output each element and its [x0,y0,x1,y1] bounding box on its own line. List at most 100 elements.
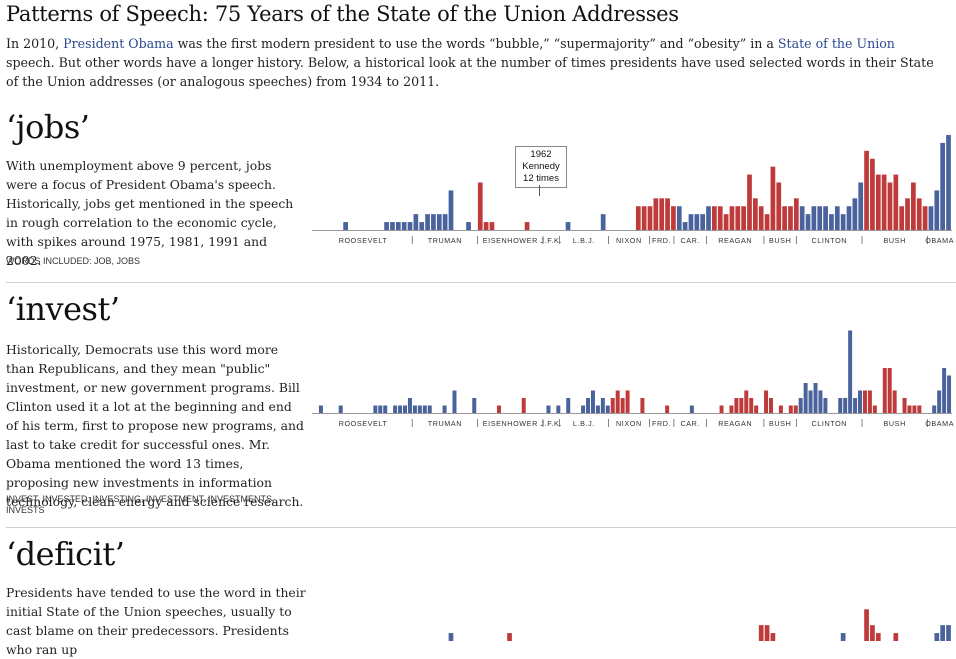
bar-invest-108[interactable] [848,330,853,414]
bar-invest-102[interactable] [818,390,823,414]
bar-invest-82[interactable] [719,405,724,414]
bar-jobs-100[interactable] [899,206,905,230]
bar-invest-63[interactable] [625,390,630,414]
bar-jobs-98[interactable] [887,182,893,231]
bar-jobs-69[interactable] [717,206,723,230]
bar-jobs-75[interactable] [752,198,758,230]
bar-jobs-77[interactable] [764,214,770,230]
bar-jobs-5[interactable] [343,222,348,230]
bar-jobs-21[interactable] [436,214,442,230]
bar-jobs-19[interactable] [425,214,430,230]
bar-deficit-94[interactable] [864,609,869,641]
bar-invest-87[interactable] [744,390,749,414]
bar-jobs-82[interactable] [793,198,799,230]
bar-jobs-59[interactable] [659,198,665,230]
bar-invest-54[interactable] [581,405,586,414]
bar-invest-127[interactable] [942,368,947,413]
bar-deficit-106[interactable] [934,633,940,641]
bar-invest-55[interactable] [586,398,591,413]
bar-invest-109[interactable] [853,398,858,413]
bar-jobs-85[interactable] [811,206,817,230]
bar-jobs-73[interactable] [741,206,746,230]
bar-jobs-108[interactable] [946,135,951,230]
bar-jobs-60[interactable] [665,198,670,230]
bar-jobs-81[interactable] [788,206,793,230]
bar-invest-20[interactable] [412,405,417,414]
bar-jobs-89[interactable] [834,206,840,230]
bar-invest-92[interactable] [769,398,773,413]
bar-invest-120[interactable] [907,405,912,414]
bar-invest-5[interactable] [338,405,343,414]
bar-invest-56[interactable] [590,390,595,414]
bar-invest-28[interactable] [452,390,457,414]
bar-jobs-107[interactable] [940,142,946,230]
bar-jobs-95[interactable] [870,158,875,230]
bar-jobs-30[interactable] [489,222,495,230]
bar-invest-126[interactable] [937,390,942,414]
bar-jobs-93[interactable] [858,182,864,231]
bar-invest-57[interactable] [595,405,600,414]
bar-jobs-105[interactable] [928,206,934,230]
bar-invest-96[interactable] [788,405,793,414]
bar-jobs-79[interactable] [776,182,782,231]
bar-invest-14[interactable] [383,405,388,414]
bar-jobs-65[interactable] [694,214,700,230]
bar-invest-37[interactable] [496,405,501,414]
bar-invest-71[interactable] [665,405,670,414]
bar-invest-13[interactable] [378,405,383,414]
bar-invest-112[interactable] [867,390,872,414]
bar-jobs-103[interactable] [916,198,922,230]
bar-invest-22[interactable] [422,405,427,414]
bar-jobs-87[interactable] [823,206,828,230]
bar-jobs-101[interactable] [905,198,910,230]
bar-jobs-104[interactable] [922,206,928,230]
bar-invest-98[interactable] [798,398,803,413]
bar-invest-113[interactable] [872,405,877,414]
bar-invest-117[interactable] [892,390,897,414]
bar-jobs-13[interactable] [390,222,395,230]
bar-invest-110[interactable] [858,390,863,414]
bar-jobs-86[interactable] [817,206,823,230]
bar-deficit-76[interactable] [758,625,764,641]
bar-invest-88[interactable] [749,398,754,413]
bar-invest-42[interactable] [521,398,526,413]
bar-invest-116[interactable] [887,368,892,413]
bar-invest-19[interactable] [407,398,412,413]
bar-jobs-91[interactable] [846,206,852,230]
bar-invest-66[interactable] [640,398,645,413]
bar-deficit-107[interactable] [940,625,946,641]
bar-deficit-90[interactable] [840,633,846,641]
bar-invest-51[interactable] [566,398,571,413]
bar-invest-103[interactable] [823,398,828,413]
bar-jobs-76[interactable] [758,206,764,230]
bar-invest-101[interactable] [813,383,818,413]
bar-jobs-17[interactable] [413,214,419,230]
bar-deficit-99[interactable] [893,633,899,641]
bar-deficit-95[interactable] [870,625,875,641]
bar-jobs-67[interactable] [706,206,711,230]
bar-jobs-78[interactable] [770,166,776,230]
bar-invest-12[interactable] [373,405,378,414]
bar-invest-111[interactable] [862,390,867,414]
bar-deficit-78[interactable] [770,633,776,641]
bar-invest-47[interactable] [546,405,551,414]
bar-jobs-62[interactable] [676,206,682,230]
bar-invest-86[interactable] [739,398,744,413]
bar-invest-59[interactable] [605,405,610,414]
bar-jobs-84[interactable] [805,214,811,230]
bar-jobs-26[interactable] [466,222,471,230]
bar-jobs-99[interactable] [893,174,899,230]
bar-jobs-23[interactable] [448,190,454,230]
bar-jobs-83[interactable] [799,206,805,230]
bar-jobs-61[interactable] [671,206,676,230]
bar-jobs-92[interactable] [852,198,858,230]
bar-jobs-68[interactable] [712,206,717,230]
bar-jobs-29[interactable] [483,222,489,230]
bar-jobs-20[interactable] [431,214,436,230]
bar-jobs-96[interactable] [875,174,881,230]
bar-jobs-97[interactable] [881,174,887,230]
bar-invest-99[interactable] [803,383,808,413]
bar-jobs-57[interactable] [647,206,653,230]
bar-invest-97[interactable] [793,405,798,414]
bar-invest-26[interactable] [442,405,447,414]
